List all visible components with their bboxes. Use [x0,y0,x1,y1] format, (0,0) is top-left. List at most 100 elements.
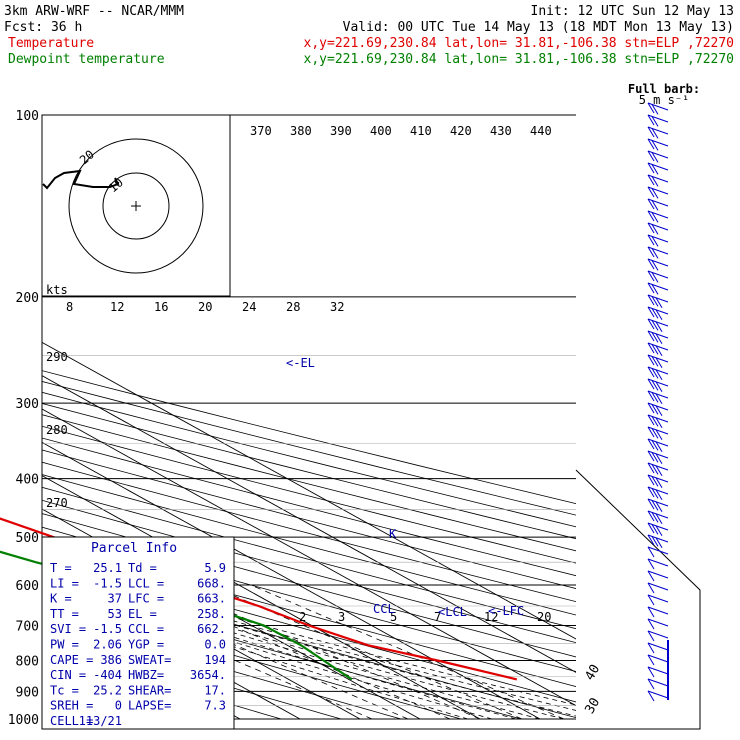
hodograph-trace [42,169,120,190]
wind-barb-feather [651,500,659,511]
wind-scale-label: 24 [242,300,256,314]
wind-barb-feather [647,222,655,234]
pressure-tick-label: 500 [16,531,39,546]
wind-barb-feather [647,102,655,114]
temperature-trace [0,517,518,681]
wind-barb-feather [651,404,659,415]
wind-barb [647,174,669,183]
wind-barb-feather [651,368,659,379]
wind-barb-feather [647,294,655,306]
wind-barb-feather [655,393,663,405]
wind-barb [647,438,669,447]
parcel-param-label: TT = [50,607,79,621]
wind-barb [647,246,669,255]
wind-barb [647,618,669,627]
wind-barb [647,474,669,483]
wind-barb [647,330,669,339]
wind-barb-feather [651,188,659,199]
wind-barb-feather [651,200,659,211]
parcel-param-label: EL = [128,607,157,621]
wind-barb [647,678,669,687]
wind-barb-feather [647,246,655,258]
parcel-param-label: CELL = [50,714,93,728]
wind-barb-feather [655,321,663,333]
wind-barb-feather [647,642,655,654]
wind-barb [647,234,669,243]
wind-barb [647,162,669,171]
isotherm-line [42,408,576,707]
wind-barb-feather [647,126,655,138]
parcel-info-box: Parcel Info T = 25.1 Td = 5.9 LI = -1.5 LCL = 6… [41,536,235,730]
wind-barb [647,594,669,603]
wind-barb-feather [655,525,663,537]
parcel-param-label: Td = [128,561,157,575]
wind-barb-feather [651,428,659,439]
wind-barb [647,390,669,399]
wind-barb-feather [655,309,663,321]
parcel-param-value: 386 [100,653,122,667]
wind-barb [647,426,669,435]
parcel-param-label: LFC = [128,592,164,606]
parcel-param-value: 2.06 [93,638,122,652]
wind-barb-feather [647,366,655,378]
wind-barb-feather [655,333,663,345]
wind-barb [647,138,669,147]
wind-barb-feather [647,318,655,330]
wind-barb-feather [651,128,659,139]
moist-adiabat-line [42,574,517,719]
wind-barb-feather [651,464,659,475]
wind-barb [647,498,669,507]
parcel-param-value: 17. [204,683,226,697]
forecast-hour: Fcst: 36 h [4,20,82,35]
wind-barb-feather [647,582,655,594]
el-label: <-EL [286,356,315,370]
wind-barb [647,522,669,531]
parcel-param-value: -404 [93,668,122,682]
isotherm-label: 30 [582,696,603,717]
wind-barb-feather [647,606,655,618]
wind-barb-feather [651,164,659,175]
wind-barb [647,306,669,315]
wind-barb-feather [651,260,659,271]
wind-barb-feather [651,536,659,547]
wind-barb-feather [651,524,659,535]
isotherm-line [42,375,576,673]
theta-label: 270 [46,496,68,510]
parcel-param-label: PW = [50,638,79,652]
valid-time: Valid: 00 UTC Tue 14 May 13 (18 MDT Mon … [343,20,734,35]
wind-scale-label: 20 [198,300,212,314]
wind-barb-feather [647,354,655,366]
wind-barb-feather [647,162,655,174]
parcel-param-value: 37 [108,592,122,606]
mixing-ratio-label: 7 [434,610,441,624]
wind-barb-feather [651,236,659,247]
wind-barb-feather [647,198,655,210]
wind-barb-feather [647,270,655,282]
hodograph: 10 20 kts [41,114,231,297]
wind-barb-feather [655,405,663,417]
parcel-param-label: HWBZ= [128,668,164,682]
parcel-param-label: YGP = [128,638,164,652]
wind-barb-feather [647,690,655,702]
pressure-tick-label: 200 [16,291,39,306]
pressure-tick-label: 1000 [8,713,39,728]
mixing-ratio-line [250,584,565,719]
isotherm-line [42,475,481,719]
wind-scale-label: 8 [66,300,73,314]
parcel-param-value: 7.3 [204,699,226,713]
wind-barb [647,510,669,519]
wind-barb-feather [651,332,659,343]
isotherm-label: 40 [582,662,603,683]
wind-barb-feather [655,453,663,465]
theta-label: 440 [530,124,552,138]
wind-barb-feather [651,104,659,115]
wind-barb [647,486,669,495]
parcel-param-label: SWEAT= [128,653,171,667]
wind-barb-feather [655,417,663,429]
wind-barb-feather [647,402,655,414]
wind-barb [647,258,669,267]
wind-barb-feather [647,666,655,678]
wind-barb-feather [647,546,655,558]
wind-barb [647,414,669,423]
wind-barb [647,318,669,327]
